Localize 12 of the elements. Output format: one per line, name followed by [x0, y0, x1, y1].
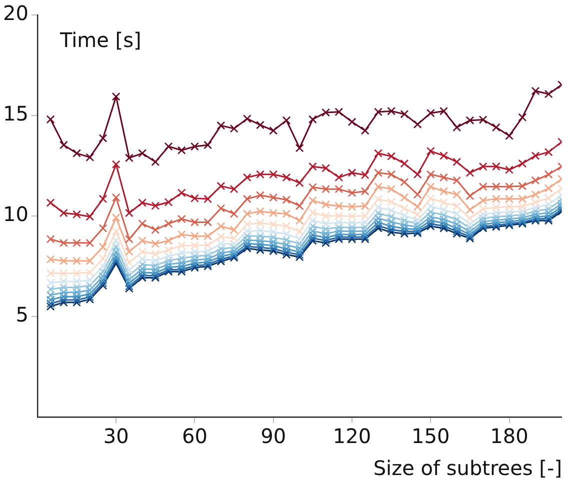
y-tick-label: 20 — [2, 1, 28, 26]
y-tick-label: 10 — [2, 202, 28, 226]
x-tick-label: 120 — [332, 424, 372, 448]
x-axis-title: Size of subtrees [-] — [373, 456, 562, 480]
y-axis-title: Time [s] — [60, 28, 142, 52]
x-tick-label: 30 — [103, 424, 129, 448]
y-tick-label: 5 — [16, 302, 28, 327]
x-tick-label: 90 — [260, 424, 286, 448]
x-tick-label: 150 — [412, 424, 450, 448]
x-tick-label: 180 — [490, 424, 528, 448]
x-tick-label: 60 — [182, 424, 208, 448]
y-tick-label: 15 — [2, 102, 28, 126]
